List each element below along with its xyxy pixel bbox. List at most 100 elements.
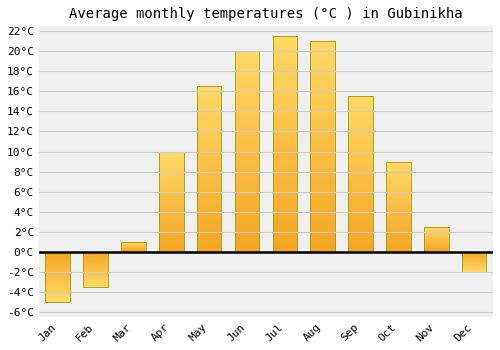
Bar bbox=[386, 226, 410, 228]
Bar bbox=[197, 176, 222, 179]
Bar bbox=[46, 293, 70, 294]
Bar bbox=[84, 270, 108, 271]
Bar bbox=[272, 36, 297, 252]
Bar bbox=[197, 103, 222, 106]
Bar bbox=[159, 241, 184, 244]
Bar bbox=[159, 196, 184, 198]
Bar bbox=[159, 168, 184, 169]
Bar bbox=[84, 257, 108, 258]
Bar bbox=[386, 203, 410, 205]
Bar bbox=[46, 283, 70, 284]
Bar bbox=[424, 248, 448, 249]
Bar bbox=[272, 122, 297, 127]
Bar bbox=[348, 96, 373, 99]
Bar bbox=[197, 159, 222, 162]
Bar bbox=[348, 193, 373, 196]
Bar bbox=[348, 239, 373, 242]
Bar bbox=[234, 236, 260, 240]
Bar bbox=[159, 232, 184, 234]
Bar bbox=[46, 290, 70, 291]
Bar bbox=[234, 228, 260, 232]
Bar bbox=[46, 294, 70, 295]
Bar bbox=[386, 174, 410, 176]
Bar bbox=[272, 239, 297, 243]
Bar bbox=[348, 121, 373, 124]
Bar bbox=[197, 212, 222, 215]
Bar bbox=[386, 161, 410, 252]
Bar bbox=[386, 161, 410, 163]
Bar bbox=[386, 214, 410, 216]
Bar bbox=[234, 212, 260, 216]
Bar bbox=[234, 60, 260, 63]
Bar bbox=[310, 41, 335, 252]
Bar bbox=[159, 160, 184, 161]
Bar bbox=[348, 118, 373, 121]
Bar bbox=[272, 144, 297, 148]
Bar bbox=[348, 109, 373, 112]
Bar bbox=[272, 166, 297, 170]
Bar bbox=[386, 176, 410, 178]
Bar bbox=[197, 202, 222, 205]
Bar bbox=[159, 180, 184, 182]
Bar bbox=[310, 193, 335, 197]
Bar bbox=[310, 168, 335, 172]
Bar bbox=[348, 233, 373, 236]
Bar bbox=[234, 160, 260, 163]
Bar bbox=[386, 232, 410, 234]
Bar bbox=[310, 62, 335, 66]
Bar bbox=[159, 218, 184, 220]
Bar bbox=[272, 54, 297, 58]
Bar bbox=[272, 62, 297, 66]
Bar bbox=[462, 252, 486, 253]
Bar bbox=[310, 41, 335, 46]
Bar bbox=[84, 286, 108, 287]
Bar bbox=[348, 106, 373, 109]
Bar bbox=[234, 248, 260, 252]
Bar bbox=[310, 231, 335, 235]
Bar bbox=[348, 180, 373, 183]
Bar bbox=[46, 256, 70, 257]
Bar bbox=[272, 213, 297, 217]
Bar bbox=[424, 241, 448, 242]
Bar bbox=[272, 118, 297, 122]
Bar bbox=[462, 260, 486, 261]
Bar bbox=[159, 222, 184, 224]
Bar bbox=[272, 41, 297, 45]
Bar bbox=[234, 79, 260, 83]
Bar bbox=[424, 251, 448, 252]
Bar bbox=[348, 220, 373, 224]
Bar bbox=[46, 298, 70, 299]
Bar bbox=[386, 228, 410, 230]
Bar bbox=[159, 214, 184, 216]
Bar bbox=[348, 168, 373, 171]
Bar bbox=[84, 272, 108, 273]
Bar bbox=[348, 99, 373, 103]
Bar bbox=[234, 75, 260, 79]
Bar bbox=[462, 265, 486, 266]
Bar bbox=[46, 300, 70, 301]
Bar bbox=[348, 230, 373, 233]
Bar bbox=[159, 194, 184, 196]
Bar bbox=[348, 112, 373, 115]
Bar bbox=[46, 284, 70, 285]
Bar bbox=[348, 103, 373, 106]
Bar bbox=[234, 240, 260, 244]
Bar bbox=[272, 49, 297, 54]
Bar bbox=[159, 238, 184, 240]
Bar bbox=[424, 229, 448, 230]
Bar bbox=[234, 51, 260, 252]
Bar bbox=[234, 88, 260, 91]
Bar bbox=[197, 179, 222, 182]
Bar bbox=[424, 231, 448, 232]
Bar bbox=[159, 210, 184, 212]
Bar bbox=[197, 182, 222, 186]
Bar bbox=[348, 187, 373, 190]
Bar bbox=[272, 75, 297, 79]
Bar bbox=[386, 172, 410, 174]
Bar bbox=[197, 146, 222, 149]
Bar bbox=[348, 245, 373, 248]
Bar bbox=[234, 91, 260, 96]
Bar bbox=[84, 281, 108, 282]
Bar bbox=[348, 183, 373, 187]
Bar bbox=[348, 152, 373, 155]
